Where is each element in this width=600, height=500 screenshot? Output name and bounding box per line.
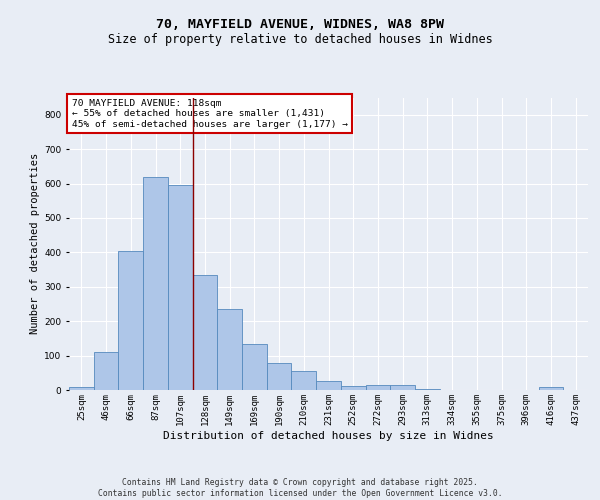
- Text: 70 MAYFIELD AVENUE: 118sqm
← 55% of detached houses are smaller (1,431)
45% of s: 70 MAYFIELD AVENUE: 118sqm ← 55% of deta…: [71, 99, 347, 129]
- Bar: [341, 386, 365, 390]
- Bar: [316, 382, 341, 390]
- Bar: [365, 385, 390, 390]
- Bar: [94, 352, 118, 390]
- Bar: [193, 274, 217, 390]
- Bar: [69, 387, 94, 390]
- Bar: [168, 186, 193, 390]
- Text: Contains HM Land Registry data © Crown copyright and database right 2025.
Contai: Contains HM Land Registry data © Crown c…: [98, 478, 502, 498]
- Bar: [242, 344, 267, 390]
- Bar: [143, 176, 168, 390]
- Bar: [390, 385, 415, 390]
- Bar: [292, 371, 316, 390]
- Y-axis label: Number of detached properties: Number of detached properties: [30, 153, 40, 334]
- Text: Size of property relative to detached houses in Widnes: Size of property relative to detached ho…: [107, 32, 493, 46]
- X-axis label: Distribution of detached houses by size in Widnes: Distribution of detached houses by size …: [163, 430, 494, 440]
- Bar: [539, 386, 563, 390]
- Text: 70, MAYFIELD AVENUE, WIDNES, WA8 8PW: 70, MAYFIELD AVENUE, WIDNES, WA8 8PW: [156, 18, 444, 30]
- Bar: [118, 250, 143, 390]
- Bar: [217, 309, 242, 390]
- Bar: [267, 363, 292, 390]
